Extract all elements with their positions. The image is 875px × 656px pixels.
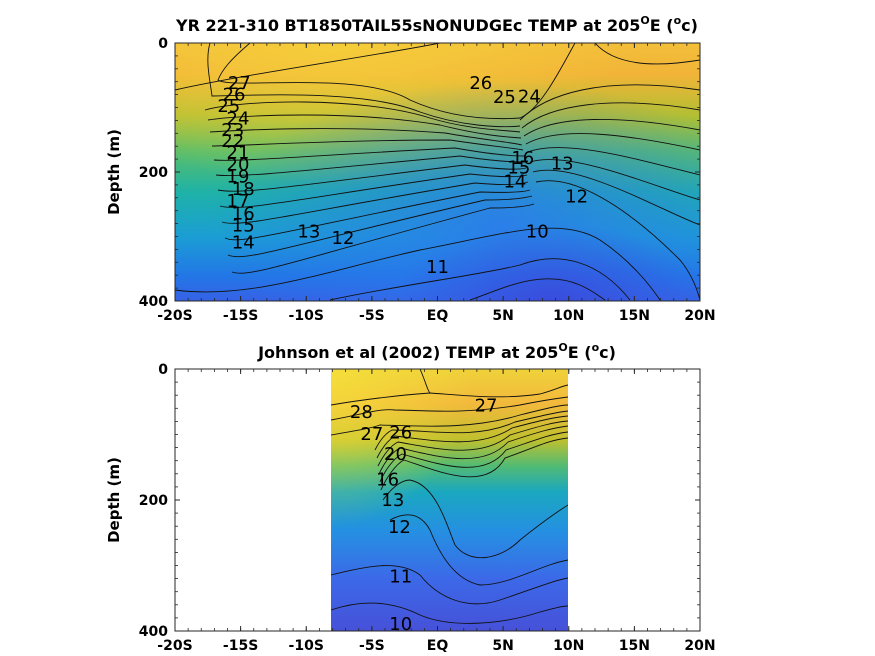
x-tick-label-bottom: -10S (289, 638, 324, 654)
panel-bottom: Johnson et al (2002) TEMP at 205OE (oc) (105, 341, 716, 654)
x-tick-label-top: -10S (289, 308, 324, 324)
contour-label-top: 12 (565, 187, 588, 208)
x-tick-label-top: 15N (619, 308, 650, 324)
contour-label-bottom: 26 (389, 423, 412, 444)
y-tick-label-top: 400 (139, 294, 168, 310)
x-tick-label-top: 20N (684, 308, 715, 324)
contour-label-top: 20 (227, 154, 250, 175)
contour-label-top: 19 (227, 167, 250, 188)
ylabel-top: Depth (m) (105, 129, 123, 215)
contour-label-top: 23 (221, 120, 244, 141)
contour-label-top: 15 (507, 157, 530, 178)
y-tick-label-bottom: 200 (139, 493, 168, 509)
yaxis-bottom: 0 200 400 (139, 362, 700, 640)
contour-label-top: 25 (493, 87, 516, 108)
contour-label-bottom: 27 (360, 424, 383, 445)
x-tick-label-bottom: 20N (684, 638, 715, 654)
x-tick-label-bottom: -15S (223, 638, 258, 654)
contour-label-top: 17 (227, 191, 250, 212)
x-tick-label-top: EQ (427, 308, 449, 324)
contour-label-bottom: 12 (388, 517, 411, 538)
contour-label-top: 18 (232, 179, 255, 200)
contour-label-bottom: 10 (389, 614, 412, 635)
title-top: YR 221-310 BT1850TAIL55sNONUDGEc TEMP at… (175, 14, 698, 35)
contour-label-top: 27 (228, 73, 251, 94)
contour-label-top: 12 (332, 228, 355, 249)
contour-label-top: 15 (232, 216, 255, 237)
contour-lines-top (175, 43, 700, 301)
contour-label-top: 24 (518, 87, 541, 108)
title-bottom: Johnson et al (2002) TEMP at 205OE (oc) (257, 341, 616, 362)
x-tick-label-bottom: 15N (619, 638, 650, 654)
ylabel-bottom: Depth (m) (105, 457, 123, 543)
y-tick-label-bottom: 0 (158, 362, 168, 378)
contour-label-top: 13 (551, 154, 574, 175)
contour-label-bottom: 27 (475, 396, 498, 417)
contour-label-top: 16 (511, 148, 534, 169)
contour-label-top: 11 (426, 257, 449, 278)
contour-label-top: 26 (223, 85, 246, 106)
yaxis-top: 0 200 400 (139, 36, 700, 310)
contour-label-top: 14 (232, 232, 255, 253)
contour-label-bottom: 11 (389, 567, 412, 588)
contour-label-bottom: 16 (376, 470, 399, 491)
x-tick-label-top: 5N (492, 308, 513, 324)
contour-label-bottom: 20 (384, 444, 407, 465)
x-tick-label-bottom: -5S (359, 638, 385, 654)
x-tick-label-top: 10N (553, 308, 584, 324)
x-tick-label-top: -15S (223, 308, 258, 324)
contour-label-top: 26 (469, 73, 492, 94)
x-tick-label-bottom: 5N (492, 638, 513, 654)
panel-top: YR 221-310 BT1850TAIL55sNONUDGEc TEMP at… (105, 14, 716, 324)
x-tick-label-top: -20S (157, 308, 192, 324)
contour-label-bottom: 28 (350, 402, 373, 423)
contour-label-top: 25 (217, 96, 240, 117)
y-tick-label-top: 0 (158, 36, 168, 52)
contour-label-top: 22 (221, 131, 244, 152)
x-tick-label-top: -5S (359, 308, 385, 324)
xaxis-top: -20S -15S -10S -5S EQ 5N 10N 15N 20N (157, 43, 716, 324)
contour-lines-bottom (331, 369, 568, 624)
contour-label-top: 14 (503, 172, 526, 193)
contour-label-top: 10 (526, 221, 549, 242)
contour-label-top: 24 (227, 108, 250, 129)
y-tick-label-bottom: 400 (139, 624, 168, 640)
xaxis-bottom: -20S -15S -10S -5S EQ 5N 10N 15N 20N (157, 369, 716, 654)
x-tick-label-bottom: -20S (157, 638, 192, 654)
contour-label-top: 13 (297, 221, 320, 242)
y-tick-label-top: 200 (139, 165, 168, 181)
contour-label-bottom: 13 (381, 490, 404, 511)
contour-label-top: 21 (227, 143, 250, 164)
x-tick-label-bottom: 10N (553, 638, 584, 654)
contour-label-top: 16 (232, 203, 255, 224)
x-tick-label-bottom: EQ (427, 638, 449, 654)
